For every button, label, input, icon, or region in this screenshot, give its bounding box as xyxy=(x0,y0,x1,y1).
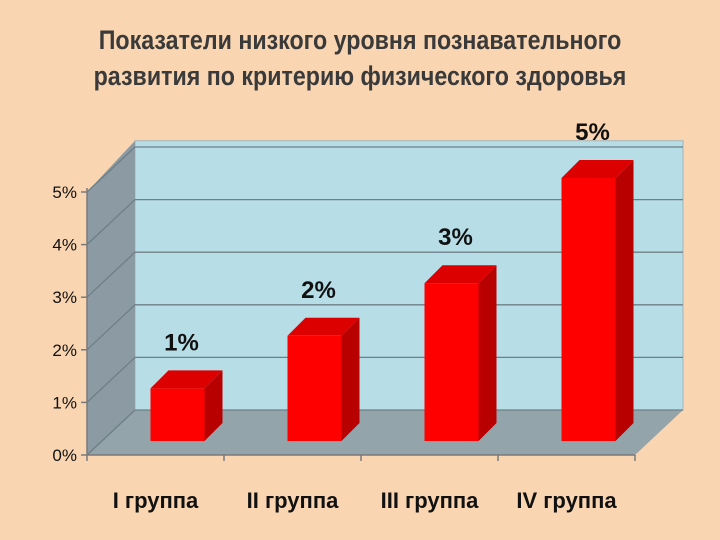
bar-top xyxy=(150,370,223,389)
gridline xyxy=(86,146,683,193)
data-label: 1% xyxy=(164,329,199,356)
data-label: 5% xyxy=(575,119,610,146)
x-category-label: IV группа xyxy=(516,488,617,513)
bar xyxy=(424,265,497,441)
gridline xyxy=(86,356,683,403)
gridlines xyxy=(86,146,683,456)
bar-side xyxy=(204,370,223,441)
bar xyxy=(561,160,634,441)
bars xyxy=(150,160,634,441)
bar-top xyxy=(561,160,634,178)
bar-front xyxy=(424,283,479,441)
x-category-label: III группа xyxy=(381,488,480,513)
data-labels: 1% 2% 3% 5% xyxy=(164,119,610,356)
plot-side-wall xyxy=(87,140,135,456)
bar-side xyxy=(615,160,634,441)
gridline xyxy=(86,304,683,351)
bar xyxy=(150,370,223,441)
bar-front xyxy=(561,178,616,441)
bar-side xyxy=(478,265,497,441)
x-category-label: I группа xyxy=(113,488,199,513)
bar-front xyxy=(150,388,205,441)
bar-top xyxy=(287,317,360,336)
bar-front xyxy=(287,335,342,441)
data-label: 2% xyxy=(301,277,336,304)
plot-area xyxy=(87,140,684,456)
y-tick-label: 2% xyxy=(52,341,77,360)
x-axis-labels: I группа II группа III группа IV группа xyxy=(113,488,618,513)
axes xyxy=(81,188,636,461)
gridline xyxy=(86,251,683,298)
bar-top xyxy=(424,265,497,284)
plot-floor xyxy=(87,410,683,455)
gridline xyxy=(86,409,683,456)
y-tick-label: 0% xyxy=(52,446,77,465)
y-axis-ticks: 0% 1% 2% 3% 4% 5% xyxy=(52,183,77,465)
bar xyxy=(287,317,360,441)
bar-side xyxy=(341,317,360,441)
y-tick-label: 4% xyxy=(52,236,77,255)
x-category-label: II группа xyxy=(247,488,339,513)
data-label: 3% xyxy=(438,224,473,251)
y-tick-label: 1% xyxy=(52,393,77,412)
y-tick-label: 5% xyxy=(52,183,77,202)
y-tick-label: 3% xyxy=(52,288,77,307)
gridline xyxy=(86,198,683,246)
chart-title: Показатели низкого уровня познавательног… xyxy=(93,25,627,91)
